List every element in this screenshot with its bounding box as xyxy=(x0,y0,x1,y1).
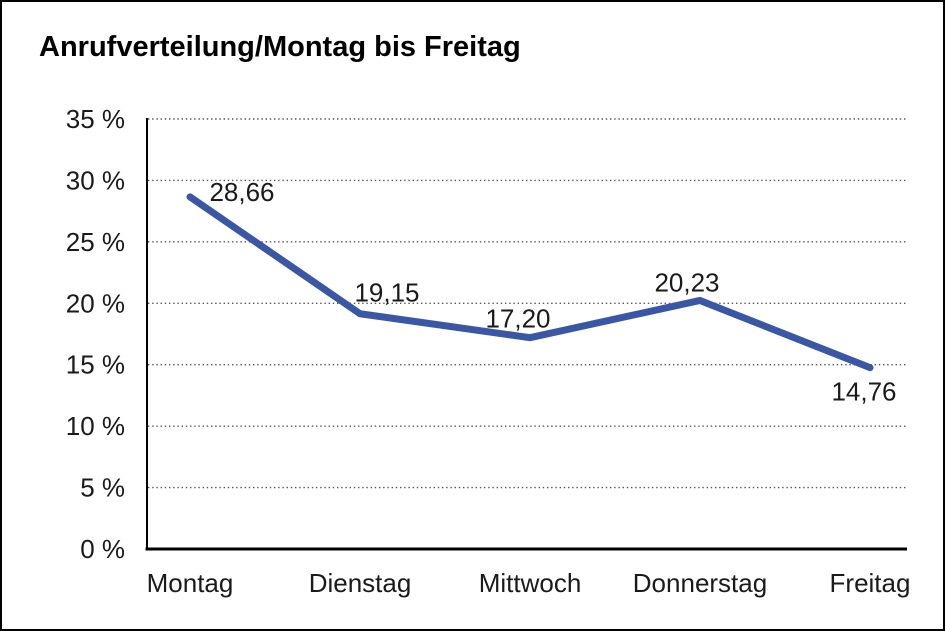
gridlines-group xyxy=(148,118,907,489)
data-label: 28,66 xyxy=(209,177,274,207)
x-axis-category-label: Montag xyxy=(147,568,234,598)
x-axis-category-label: Mittwoch xyxy=(479,568,582,598)
y-axis-tick-label: 30 % xyxy=(66,165,125,195)
data-label: 19,15 xyxy=(354,278,419,308)
data-line xyxy=(186,193,874,372)
data-series-group xyxy=(186,193,874,372)
y-axis-tick-label: 25 % xyxy=(66,227,125,257)
y-axis-tick-label: 35 % xyxy=(66,104,125,134)
x-axis-category-labels: Montag Dienstag Mittwoch Donnerstag Freitag xyxy=(147,568,911,598)
y-axis-tick-label: 5 % xyxy=(80,473,125,503)
chart-title: Anrufverteilung/Montag bis Freitag xyxy=(39,31,521,63)
data-label: 20,23 xyxy=(654,267,719,297)
y-axis-tick-label: 20 % xyxy=(66,288,125,318)
data-label: 14,76 xyxy=(831,377,896,407)
y-axis-tick-label: 10 % xyxy=(66,411,125,441)
x-axis-category-label: Dienstag xyxy=(309,568,412,598)
y-axis-tick-label: 15 % xyxy=(66,350,125,380)
data-label: 17,20 xyxy=(485,304,550,334)
data-labels-group: 28,66 19,15 17,20 20,23 14,76 xyxy=(209,177,896,407)
x-axis-category-label: Donnerstag xyxy=(633,568,767,598)
y-axis-tick-label: 0 % xyxy=(80,534,125,564)
x-axis-category-label: Freitag xyxy=(830,568,911,598)
y-axis-tick-labels: 0 % 5 % 10 % 15 % 20 % 25 % 30 % 35 % xyxy=(66,104,125,564)
